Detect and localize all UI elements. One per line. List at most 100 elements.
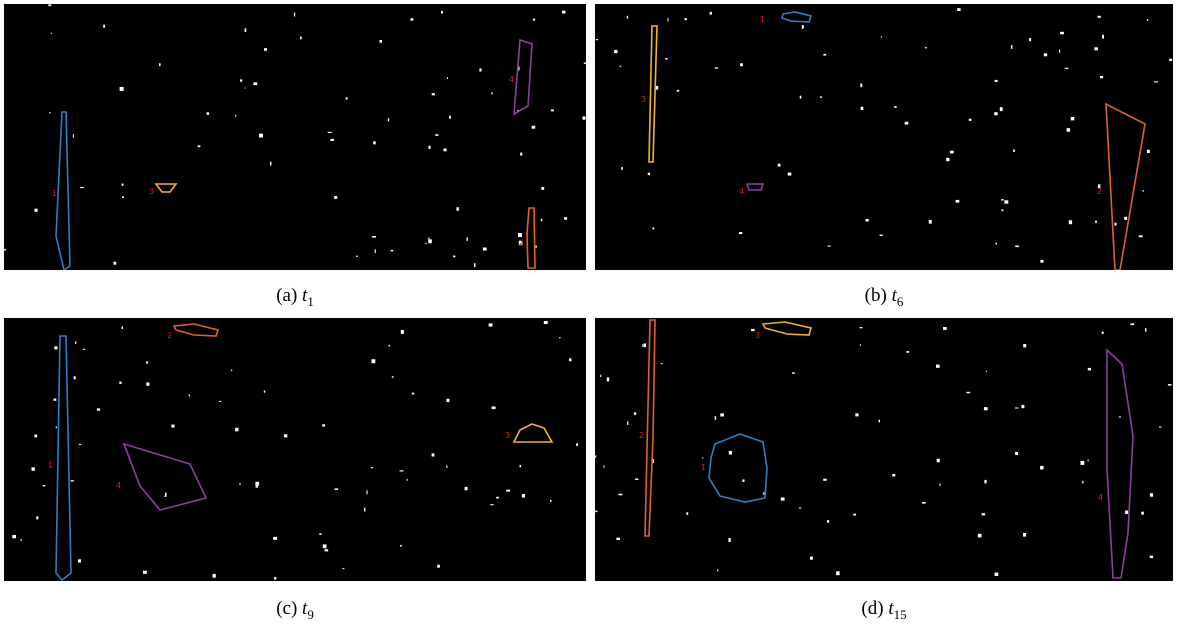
speckle <box>799 508 802 509</box>
speckle <box>627 421 628 425</box>
speckle <box>607 377 609 381</box>
speckle <box>1081 461 1085 465</box>
region-outline <box>782 12 811 22</box>
speckle <box>939 484 940 486</box>
region-outline <box>124 444 206 510</box>
speckle <box>522 494 525 498</box>
speckle <box>21 539 22 541</box>
speckle <box>36 516 38 519</box>
speckle <box>855 413 858 416</box>
speckle <box>717 570 718 572</box>
speckle <box>520 465 522 467</box>
speckle <box>616 538 620 540</box>
speckle <box>1040 466 1043 470</box>
speckle <box>73 134 74 138</box>
caption-letter: (d) <box>861 598 883 619</box>
speckle <box>866 219 869 222</box>
speckle <box>103 25 105 28</box>
speckle <box>957 8 960 11</box>
speckle <box>1102 35 1104 39</box>
speckle <box>956 200 960 203</box>
speckle <box>1013 149 1015 152</box>
speckle <box>892 474 895 477</box>
speckle <box>255 482 259 486</box>
speckle <box>603 465 604 468</box>
speckle <box>356 256 358 257</box>
region-outline <box>514 40 532 114</box>
speckle <box>550 500 551 502</box>
speckle <box>595 511 597 512</box>
speckle <box>702 457 703 458</box>
speckle <box>334 488 338 490</box>
speckle <box>729 451 732 455</box>
region-outline <box>747 184 763 190</box>
speckle <box>331 139 334 141</box>
speckle <box>428 239 432 243</box>
speckle <box>372 236 376 238</box>
speckle <box>936 365 940 368</box>
speckle <box>1002 209 1004 211</box>
region-label: 2 <box>1097 187 1102 196</box>
speckle <box>231 369 232 371</box>
speckle <box>627 16 628 19</box>
speckle <box>446 465 447 468</box>
speckle <box>367 490 368 494</box>
speckle <box>569 358 572 361</box>
speckle <box>984 480 986 484</box>
speckle <box>449 116 451 119</box>
speckle <box>1139 235 1143 237</box>
speckle <box>373 141 376 144</box>
region-label: 4 <box>509 75 514 84</box>
speckle <box>447 399 450 402</box>
caption: (b) t6 <box>595 285 1173 310</box>
speckle <box>879 420 881 423</box>
speckle <box>551 110 554 112</box>
region-outline <box>1106 104 1145 270</box>
region-label: 1 <box>760 15 765 24</box>
speckle <box>400 470 404 471</box>
speckle <box>995 573 999 577</box>
region-label: 2 <box>518 239 523 248</box>
speckle <box>1150 556 1153 559</box>
region-outline <box>645 320 655 536</box>
speckle <box>715 67 718 68</box>
speckle <box>922 502 926 504</box>
speckle <box>1023 533 1026 537</box>
speckle <box>996 243 998 245</box>
speckle <box>492 407 496 410</box>
speckle <box>441 11 443 14</box>
speckle <box>97 408 100 410</box>
speckle <box>1145 328 1146 332</box>
speckle <box>906 351 909 353</box>
speckle <box>159 63 161 66</box>
speckle <box>323 544 327 548</box>
speckle <box>453 256 455 258</box>
caption-subscript: 6 <box>897 294 904 309</box>
speckle <box>122 327 124 330</box>
speckle <box>778 164 781 167</box>
speckle <box>1154 81 1158 82</box>
speckle <box>635 479 639 480</box>
speckle <box>950 151 954 154</box>
speckle <box>653 228 655 230</box>
speckle <box>78 559 81 562</box>
speckle <box>1023 344 1026 347</box>
speckle <box>447 77 448 79</box>
speckle <box>880 235 883 236</box>
speckle <box>742 479 744 482</box>
speckle <box>1000 107 1003 111</box>
speckle <box>600 375 601 377</box>
region-outline <box>1107 350 1133 578</box>
speckle <box>80 187 84 188</box>
speckle <box>213 574 216 578</box>
speckle <box>239 483 240 485</box>
speckle <box>364 508 366 512</box>
speckle <box>986 371 987 372</box>
speckle <box>496 497 499 499</box>
speckle <box>583 116 586 119</box>
speckle <box>54 346 57 349</box>
speckle <box>1065 68 1069 69</box>
caption: (d) t15 <box>595 598 1173 623</box>
speckle <box>860 84 862 88</box>
